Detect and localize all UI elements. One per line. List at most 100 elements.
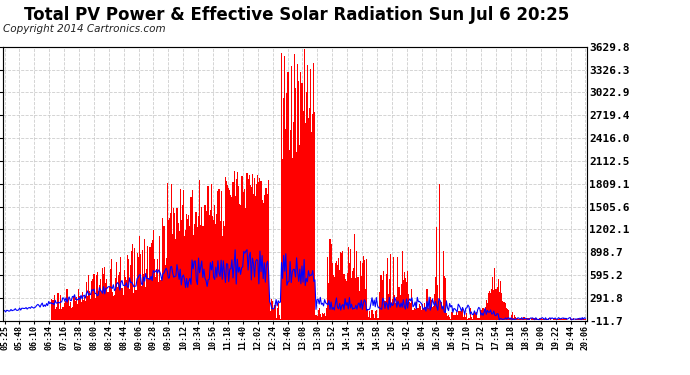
Bar bbox=[244, 189, 246, 320]
Bar bbox=[331, 243, 332, 320]
Bar bbox=[580, 319, 582, 320]
Bar bbox=[306, 92, 307, 320]
Bar bbox=[266, 188, 267, 320]
Bar bbox=[533, 318, 534, 320]
Bar bbox=[262, 200, 263, 320]
Bar bbox=[467, 318, 469, 320]
Bar bbox=[462, 308, 463, 320]
Bar bbox=[166, 258, 167, 320]
Bar bbox=[159, 236, 160, 320]
Bar bbox=[460, 311, 461, 320]
Bar bbox=[127, 255, 128, 320]
Bar bbox=[167, 183, 168, 320]
Bar bbox=[56, 308, 57, 320]
Bar bbox=[478, 318, 480, 320]
Bar bbox=[353, 268, 354, 320]
Bar bbox=[112, 292, 113, 320]
Bar bbox=[76, 297, 77, 320]
Bar bbox=[61, 309, 62, 320]
Bar bbox=[404, 272, 405, 320]
Text: Copyright 2014 Cartronics.com: Copyright 2014 Cartronics.com bbox=[3, 24, 166, 34]
Bar bbox=[397, 257, 398, 320]
Bar bbox=[547, 319, 549, 320]
Bar bbox=[214, 206, 215, 320]
Bar bbox=[250, 186, 252, 320]
Bar bbox=[584, 319, 585, 320]
Bar bbox=[486, 300, 487, 320]
Bar bbox=[384, 301, 386, 320]
Bar bbox=[129, 290, 130, 320]
Bar bbox=[295, 88, 296, 320]
Bar bbox=[317, 310, 319, 320]
Bar bbox=[184, 236, 185, 320]
Bar bbox=[368, 317, 369, 320]
Bar bbox=[135, 290, 137, 320]
Bar bbox=[235, 196, 236, 320]
Bar bbox=[117, 287, 118, 320]
Bar bbox=[275, 318, 277, 320]
Bar bbox=[321, 317, 322, 320]
Bar bbox=[542, 319, 543, 320]
Bar bbox=[221, 236, 223, 320]
Bar bbox=[131, 251, 132, 320]
Bar bbox=[79, 296, 81, 320]
Bar bbox=[252, 174, 253, 320]
Bar bbox=[355, 278, 357, 320]
Bar bbox=[417, 308, 418, 320]
Bar bbox=[428, 304, 430, 320]
Bar bbox=[293, 122, 294, 320]
Bar bbox=[145, 287, 146, 320]
Bar bbox=[394, 295, 395, 320]
Bar bbox=[132, 244, 133, 320]
Bar bbox=[536, 318, 538, 320]
Bar bbox=[271, 298, 273, 320]
Bar bbox=[54, 295, 55, 320]
Bar bbox=[491, 289, 492, 320]
Bar bbox=[340, 252, 342, 320]
Bar bbox=[209, 214, 210, 320]
Bar bbox=[459, 311, 460, 320]
Bar bbox=[231, 197, 233, 320]
Bar bbox=[501, 293, 502, 320]
Bar bbox=[74, 294, 75, 320]
Bar bbox=[258, 182, 259, 320]
Bar bbox=[475, 313, 476, 320]
Bar bbox=[86, 282, 87, 320]
Bar bbox=[124, 270, 125, 320]
Bar bbox=[338, 258, 339, 320]
Bar bbox=[64, 303, 66, 320]
Bar bbox=[559, 318, 560, 320]
Bar bbox=[204, 206, 206, 320]
Bar bbox=[265, 188, 266, 320]
Bar bbox=[210, 210, 211, 320]
Bar bbox=[469, 318, 470, 320]
Bar bbox=[377, 318, 378, 320]
Bar bbox=[226, 181, 227, 320]
Bar bbox=[115, 278, 116, 320]
Bar bbox=[190, 198, 192, 320]
Bar bbox=[259, 178, 261, 320]
Bar bbox=[495, 289, 497, 320]
Bar bbox=[60, 295, 61, 320]
Bar bbox=[398, 288, 400, 320]
Bar bbox=[466, 313, 467, 320]
Bar bbox=[202, 226, 204, 320]
Bar bbox=[334, 278, 335, 320]
Bar bbox=[425, 307, 426, 320]
Bar bbox=[505, 303, 506, 320]
Bar bbox=[88, 275, 89, 320]
Bar bbox=[418, 308, 419, 320]
Bar bbox=[278, 303, 279, 320]
Bar bbox=[96, 276, 97, 320]
Bar bbox=[256, 184, 257, 320]
Bar bbox=[114, 295, 115, 320]
Bar bbox=[534, 318, 535, 320]
Bar bbox=[451, 312, 453, 320]
Bar bbox=[100, 279, 101, 320]
Bar bbox=[386, 258, 388, 320]
Bar bbox=[392, 300, 393, 320]
Bar bbox=[473, 314, 474, 320]
Bar bbox=[212, 216, 213, 320]
Bar bbox=[322, 313, 323, 320]
Bar bbox=[213, 219, 214, 320]
